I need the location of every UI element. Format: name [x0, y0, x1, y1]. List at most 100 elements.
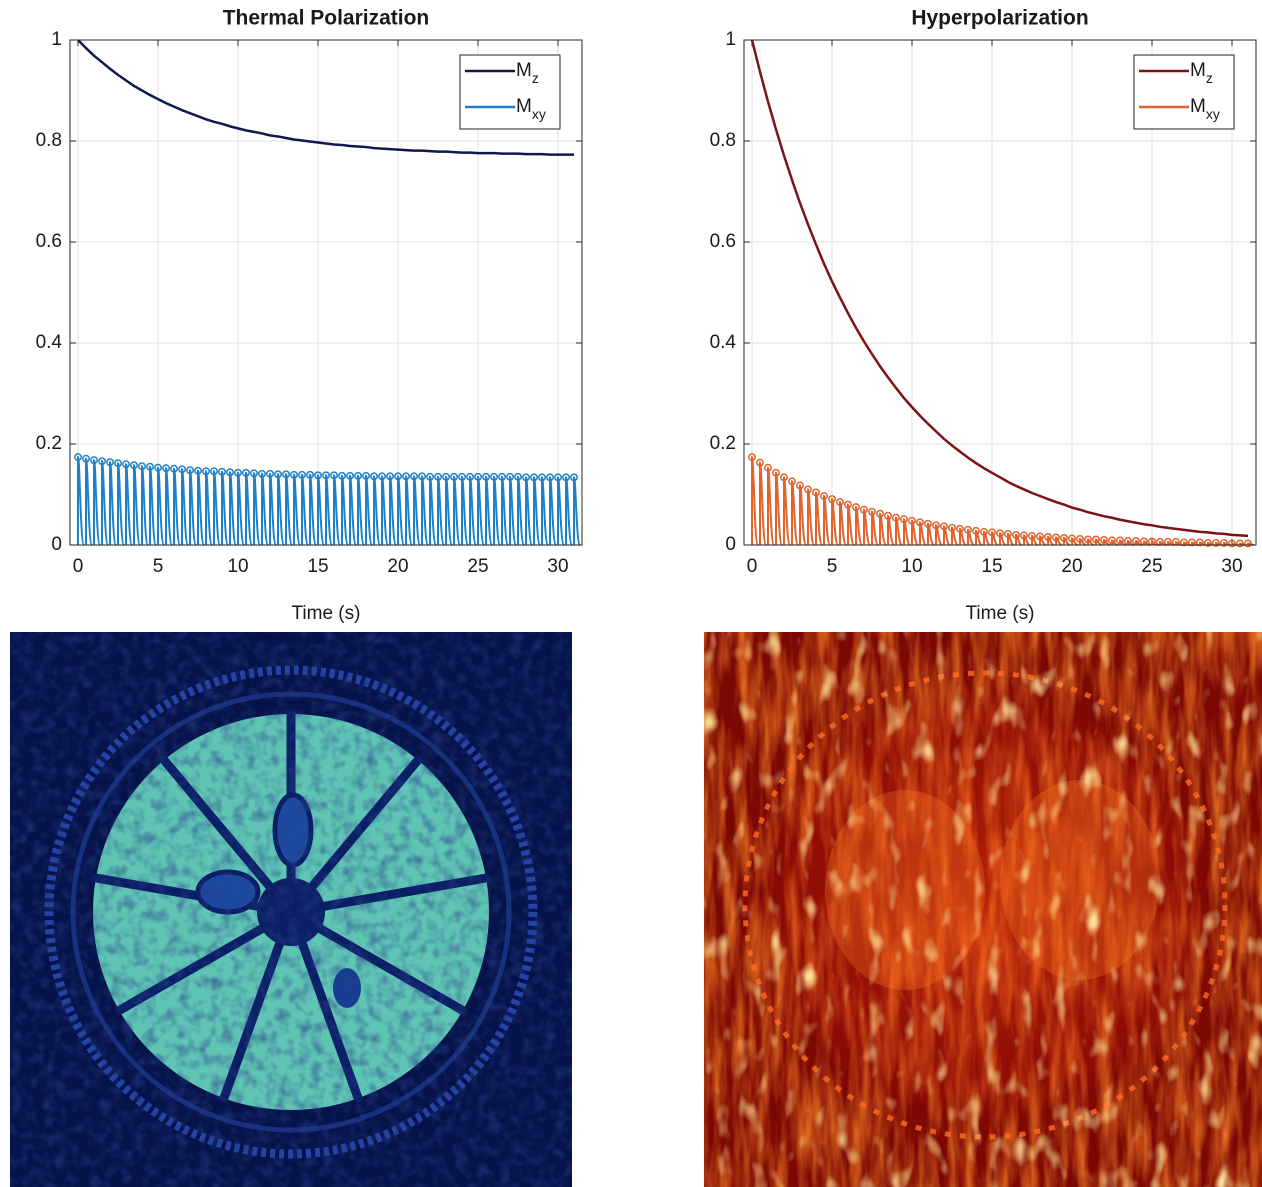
data-point	[354, 471, 362, 480]
legend-label: Mz	[1190, 60, 1213, 86]
x-tick-label: 25	[1141, 556, 1162, 577]
x-tick-label: 10	[227, 556, 248, 577]
data-point	[90, 456, 98, 465]
pulse-spike	[333, 474, 341, 546]
x-tick-label: 15	[307, 556, 328, 577]
data-point	[346, 471, 354, 480]
data-point	[780, 473, 788, 482]
data-point	[948, 523, 956, 532]
pulse-spike	[213, 470, 221, 546]
pulse-spike	[807, 488, 815, 546]
pulse-spike	[975, 529, 983, 546]
pulse-spike	[951, 526, 959, 546]
data-point	[138, 462, 146, 471]
chart: 0 5 10 15 20 25 30 0 0.2 0.4 0.6 0.8 1 Thermal Polari…	[36, 7, 583, 624]
image-speckle	[704, 632, 1262, 1187]
x-tick-label: 25	[467, 556, 488, 577]
data-point	[266, 469, 274, 478]
data-point	[1108, 536, 1116, 545]
pulse-spike	[357, 474, 365, 546]
data-point	[772, 468, 780, 477]
data-point	[274, 470, 282, 479]
pulse-spike	[903, 518, 911, 546]
data-point	[202, 467, 210, 476]
data-point	[1236, 539, 1244, 548]
data-point	[530, 473, 538, 482]
data-point	[426, 472, 434, 481]
pulse-spike	[943, 525, 951, 546]
data-point	[482, 472, 490, 481]
pulse-spike	[269, 472, 277, 546]
data-point	[146, 462, 154, 471]
data-point	[570, 473, 578, 482]
data-point	[178, 465, 186, 474]
pulse-spike	[285, 473, 293, 546]
pulse-spike	[373, 475, 381, 546]
data-point	[186, 466, 194, 475]
pulse-spike	[181, 468, 189, 546]
data-point	[394, 472, 402, 481]
legend-box	[459, 54, 561, 130]
data-point	[554, 473, 562, 482]
data-point	[378, 472, 386, 481]
pulse-spike	[967, 528, 975, 546]
pulse-spike	[253, 472, 261, 546]
pulse-spike	[871, 510, 879, 546]
data-point	[1196, 538, 1204, 547]
pulse-spike	[501, 475, 509, 546]
data-point	[940, 522, 948, 531]
data-point	[314, 471, 322, 480]
data-point	[1244, 539, 1252, 548]
pulse-spike	[887, 514, 895, 546]
data-point	[434, 472, 442, 481]
pulse-spike	[855, 506, 863, 546]
pulse-spike	[453, 475, 461, 546]
pulse-spike	[477, 475, 485, 546]
data-point	[956, 524, 964, 533]
data-point	[1180, 538, 1188, 547]
data-point	[466, 472, 474, 481]
pulse-spike	[525, 476, 533, 546]
pulse-spike	[93, 459, 101, 546]
pulse-spike	[405, 475, 413, 546]
pulse-spike	[935, 524, 943, 546]
data-point	[210, 467, 218, 476]
data-point	[1188, 538, 1196, 547]
data-point	[900, 515, 908, 524]
data-point	[474, 472, 482, 481]
pulse-spike	[245, 471, 253, 546]
pulse-spike	[469, 475, 477, 546]
y-tick-label: 0.6	[36, 231, 62, 252]
data-point	[122, 460, 130, 469]
pulse-spike	[125, 463, 133, 546]
pulse-spike	[791, 480, 799, 546]
y-tick-label: 1	[51, 29, 62, 50]
data-point	[450, 472, 458, 481]
data-point	[1068, 534, 1076, 543]
data-point	[218, 467, 226, 476]
data-point	[820, 492, 828, 500]
pulse-spike	[429, 475, 437, 546]
pulse-spike	[549, 476, 557, 546]
x-axis-label: Time (s)	[292, 603, 361, 624]
x-tick-label: 20	[387, 556, 408, 577]
pulse-spike	[133, 464, 141, 546]
chart: 0 5 10 15 20 25 30 0 0.2 0.4 0.6 0.8 1 Hyperpolarizat…	[710, 7, 1257, 624]
pulse-spike	[197, 469, 205, 546]
pulse-spike	[301, 473, 309, 546]
data-point	[546, 473, 554, 482]
data-point	[828, 495, 836, 503]
x-tick-label: 20	[1061, 556, 1082, 577]
pulse-spike	[751, 456, 759, 546]
legend-label: Mz	[516, 60, 539, 86]
pulse-spike	[101, 460, 109, 546]
pulse-spike	[365, 474, 373, 546]
pulse-spike	[445, 475, 453, 546]
x-tick-label: 0	[747, 556, 758, 577]
data-point	[1044, 532, 1052, 541]
data-point	[114, 459, 122, 468]
x-axis-label: Time (s)	[966, 603, 1035, 624]
pulse-spike	[573, 476, 581, 546]
data-point	[1052, 533, 1060, 542]
y-tick-label: 0.6	[710, 231, 736, 252]
